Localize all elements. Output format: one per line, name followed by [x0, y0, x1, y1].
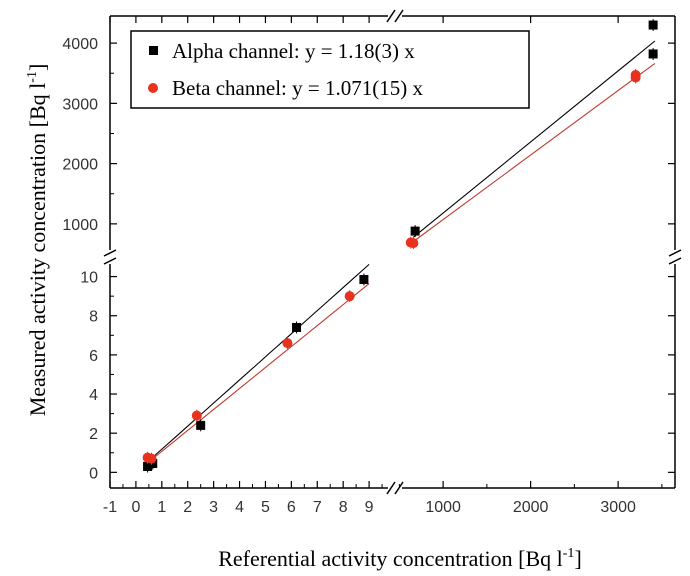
axis-ticks: -1 0 1 2 3 4 5 6 7 8 9 1000 2000 30000246810100020003… — [62, 16, 675, 516]
x-tick-label-13: 3000 — [600, 499, 636, 516]
y-tick-label-5: 10 — [80, 270, 98, 287]
data-point-0-5 — [410, 226, 420, 236]
x-tick-label-10: 9 — [365, 499, 374, 516]
x-break-top-stroke-1 — [394, 9, 404, 23]
x-tick-label-4: 3 — [209, 499, 218, 516]
y-tick-label-1: 2 — [89, 426, 98, 443]
legend: Alpha channel: y = 1.18(3) x Beta channe… — [130, 30, 530, 109]
fit-line-high-0 — [413, 40, 656, 238]
data-point-0-4 — [359, 275, 369, 285]
x-tick-label-2: 1 — [157, 499, 166, 516]
x-tick-label-6: 5 — [261, 499, 270, 516]
x-axis-title-end: ] — [574, 546, 581, 571]
y-tick-label-2: 4 — [89, 387, 98, 404]
y-tick-label-6: 1000 — [62, 217, 98, 234]
legend-label-alpha: Alpha channel: y = 1.18(3) x — [172, 39, 415, 63]
x-break-top-stroke-0 — [386, 9, 396, 23]
y-axis-title-sup: -1 — [25, 71, 40, 83]
x-axis-title-main: Referential activity concentration [Bq l — [218, 546, 563, 571]
legend-label-beta: Beta channel: y = 1.071(15) x — [172, 76, 423, 100]
data-point-0-0 — [143, 461, 153, 471]
x-tick-label-7: 6 — [287, 499, 296, 516]
data-point-1-1 — [146, 453, 157, 464]
x-tick-label-5: 4 — [235, 499, 244, 516]
data-markers — [142, 19, 658, 473]
x-break-bottom-stroke-0 — [386, 481, 396, 495]
x-axis-title: Referential activity concentration [Bq l… — [218, 546, 582, 571]
y-tick-label-7: 2000 — [62, 157, 98, 174]
y-break-right-stroke-1 — [668, 257, 682, 265]
y-tick-label-8: 3000 — [62, 96, 98, 113]
data-point-1-4 — [344, 291, 355, 302]
x-tick-label-3: 2 — [183, 499, 192, 516]
data-point-1-2 — [191, 410, 202, 421]
y-axis-title-end: ] — [25, 64, 50, 71]
y-break-left-stroke-0 — [103, 249, 117, 257]
data-point-1-3 — [282, 338, 293, 349]
x-axis-title-sup: -1 — [563, 546, 575, 561]
fit-lines — [143, 40, 656, 467]
fit-line-low-1 — [143, 283, 370, 467]
data-point-0-1 — [148, 459, 158, 469]
data-point-0-2 — [196, 420, 206, 430]
x-break-top — [386, 9, 404, 23]
data-point-0-7 — [648, 49, 658, 59]
y-tick-label-4: 8 — [89, 309, 98, 326]
y-break-right-stroke-0 — [668, 249, 682, 257]
fit-line-low-0 — [143, 263, 370, 466]
x-tick-label-1: 0 — [131, 499, 140, 516]
x-break-bottom-stroke-1 — [394, 481, 404, 495]
y-break-left — [103, 249, 117, 265]
y-tick-label-9: 4000 — [62, 36, 98, 53]
x-tick-label-11: 1000 — [425, 499, 461, 516]
data-point-0-3 — [292, 322, 302, 332]
x-break-bottom — [386, 481, 404, 495]
y-break-left-stroke-1 — [103, 257, 117, 265]
x-tick-label-0: -1 — [103, 499, 117, 516]
legend-marker-beta — [148, 83, 158, 93]
x-tick-label-8: 7 — [313, 499, 322, 516]
y-axis-title: Measured activity concentration [Bq l-1] — [25, 64, 50, 417]
y-tick-label-0: 0 — [89, 465, 98, 482]
y-tick-label-3: 6 — [89, 348, 98, 365]
y-break-right — [668, 249, 682, 265]
data-point-1-8 — [630, 72, 641, 83]
legend-box — [130, 30, 530, 109]
legend-marker-alpha — [149, 46, 158, 55]
data-point-1-6 — [408, 238, 419, 249]
x-tick-label-12: 2000 — [513, 499, 549, 516]
fit-line-high-1 — [413, 62, 656, 242]
data-point-0-6 — [648, 20, 658, 30]
x-tick-label-9: 8 — [339, 499, 348, 516]
axis-breaks — [103, 9, 682, 495]
y-axis-title-main: Measured activity concentration [Bq l — [25, 83, 50, 417]
